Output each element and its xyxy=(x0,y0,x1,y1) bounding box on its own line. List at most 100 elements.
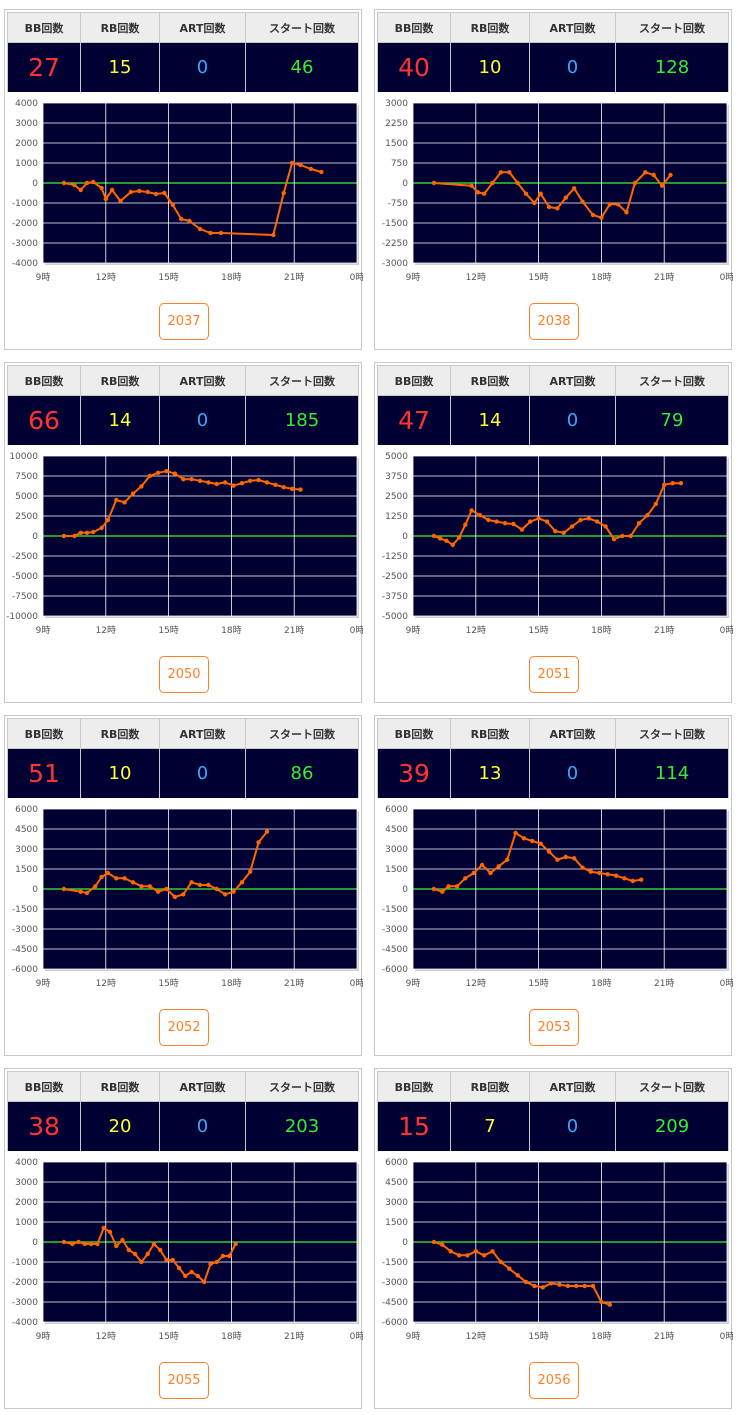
y-tick-label: 6000 xyxy=(15,805,38,815)
data-point xyxy=(555,857,560,862)
data-point xyxy=(158,1247,163,1253)
data-point xyxy=(636,521,642,526)
x-tick-label: 21時 xyxy=(284,1331,304,1342)
machine-number-button[interactable]: 2055 xyxy=(159,1362,209,1399)
data-point xyxy=(88,1241,94,1247)
y-tick-label: -1500 xyxy=(382,1258,408,1268)
data-point xyxy=(114,497,119,503)
y-tick-label: 0 xyxy=(402,179,408,189)
data-point xyxy=(189,1269,194,1275)
data-point xyxy=(546,204,552,210)
data-point xyxy=(431,180,437,186)
y-tick-label: -2000 xyxy=(12,1278,38,1288)
machine-number-button[interactable]: 2051 xyxy=(529,656,579,693)
data-point xyxy=(273,482,278,487)
data-point xyxy=(482,191,487,196)
y-tick-label: -10000 xyxy=(6,612,38,622)
y-tick-label: 0 xyxy=(402,1238,408,1248)
data-point xyxy=(630,878,635,884)
data-point xyxy=(546,849,552,854)
data-point xyxy=(103,196,109,202)
data-point xyxy=(206,480,211,485)
bb-header: BB回数 xyxy=(7,11,81,44)
data-point xyxy=(498,1259,504,1265)
machine-number-button[interactable]: 2037 xyxy=(159,303,209,340)
x-tick-label: 18時 xyxy=(591,978,611,989)
data-point xyxy=(155,889,161,894)
data-point xyxy=(189,880,194,885)
data-point xyxy=(569,524,575,529)
data-point xyxy=(206,882,211,888)
bb-header: BB回数 xyxy=(377,1070,451,1103)
balance-line-chart: 6000 4500 3000 1500 0 -1500 -3000 -4500 -6000 9時 1… xyxy=(382,805,733,989)
machine-number-button[interactable]: 2053 xyxy=(529,1009,579,1046)
data-point xyxy=(465,1253,470,1258)
data-point xyxy=(218,230,224,236)
rb-header: RB回数 xyxy=(450,11,530,44)
data-point xyxy=(463,876,468,881)
data-point xyxy=(93,884,98,889)
data-point xyxy=(139,884,144,889)
data-point xyxy=(456,535,462,540)
y-tick-label: -4000 xyxy=(12,1318,38,1328)
machine-number-button[interactable]: 2038 xyxy=(529,303,579,340)
y-tick-label: -4500 xyxy=(12,945,38,955)
x-tick-label: 18時 xyxy=(591,272,611,283)
data-point xyxy=(538,191,543,196)
data-point xyxy=(603,524,608,529)
data-point xyxy=(176,1265,182,1271)
data-point xyxy=(195,1273,201,1279)
data-point xyxy=(202,1279,207,1285)
data-point xyxy=(82,1241,88,1247)
art-header: ART回数 xyxy=(159,364,246,397)
data-point xyxy=(438,536,443,541)
x-tick-label: 15時 xyxy=(528,1331,548,1342)
data-point xyxy=(628,533,633,539)
data-point xyxy=(532,1283,537,1289)
data-point xyxy=(599,1299,604,1305)
data-point xyxy=(172,894,178,900)
data-point xyxy=(580,865,585,870)
data-point xyxy=(448,1249,453,1254)
data-point xyxy=(181,892,186,897)
y-tick-label: 1500 xyxy=(385,1218,408,1228)
y-tick-label: 7500 xyxy=(15,472,38,482)
rb-header: RB回数 xyxy=(450,717,530,750)
machine-number-button[interactable]: 2050 xyxy=(159,656,209,693)
data-point xyxy=(91,179,96,185)
data-point xyxy=(233,1241,238,1247)
bb-count: 39 xyxy=(377,748,451,798)
data-point xyxy=(208,1261,213,1267)
data-point xyxy=(519,527,525,532)
data-point xyxy=(84,530,90,535)
machine-card: BB回数 RB回数 ART回数 スタート回数 47 14 0 79 2051 5000 3750 25… xyxy=(374,362,733,703)
start-header: スタート回数 xyxy=(245,717,359,750)
x-tick-label: 0時 xyxy=(350,625,363,636)
y-tick-label: 1500 xyxy=(15,865,38,875)
y-tick-label: 3000 xyxy=(15,119,38,129)
x-tick-label: 0時 xyxy=(720,978,733,989)
start-count: 185 xyxy=(245,395,359,445)
y-tick-label: -7500 xyxy=(12,592,38,602)
data-point xyxy=(540,1285,545,1290)
y-tick-label: -3000 xyxy=(382,259,408,269)
machine-number-button[interactable]: 2056 xyxy=(529,1362,579,1399)
data-point xyxy=(139,1259,144,1265)
start-count: 128 xyxy=(615,42,729,92)
data-point xyxy=(231,483,236,488)
data-point xyxy=(574,1283,579,1289)
balance-line-chart: 6000 4500 3000 1500 0 -1500 -3000 -4500 -6000 9時 1… xyxy=(382,1158,733,1342)
y-tick-label: 3000 xyxy=(385,99,408,109)
x-tick-label: 0時 xyxy=(350,272,363,283)
start-count: 209 xyxy=(615,1101,729,1151)
y-tick-label: 4500 xyxy=(15,825,38,835)
machine-number-button[interactable]: 2052 xyxy=(159,1009,209,1046)
start-header: スタート回数 xyxy=(245,11,359,44)
data-point xyxy=(471,870,476,876)
x-tick-label: 0時 xyxy=(720,1331,733,1342)
data-point xyxy=(139,484,144,489)
data-point xyxy=(536,516,541,521)
x-tick-label: 15時 xyxy=(158,272,178,283)
data-point xyxy=(120,1237,125,1243)
y-tick-label: -5000 xyxy=(382,612,408,622)
